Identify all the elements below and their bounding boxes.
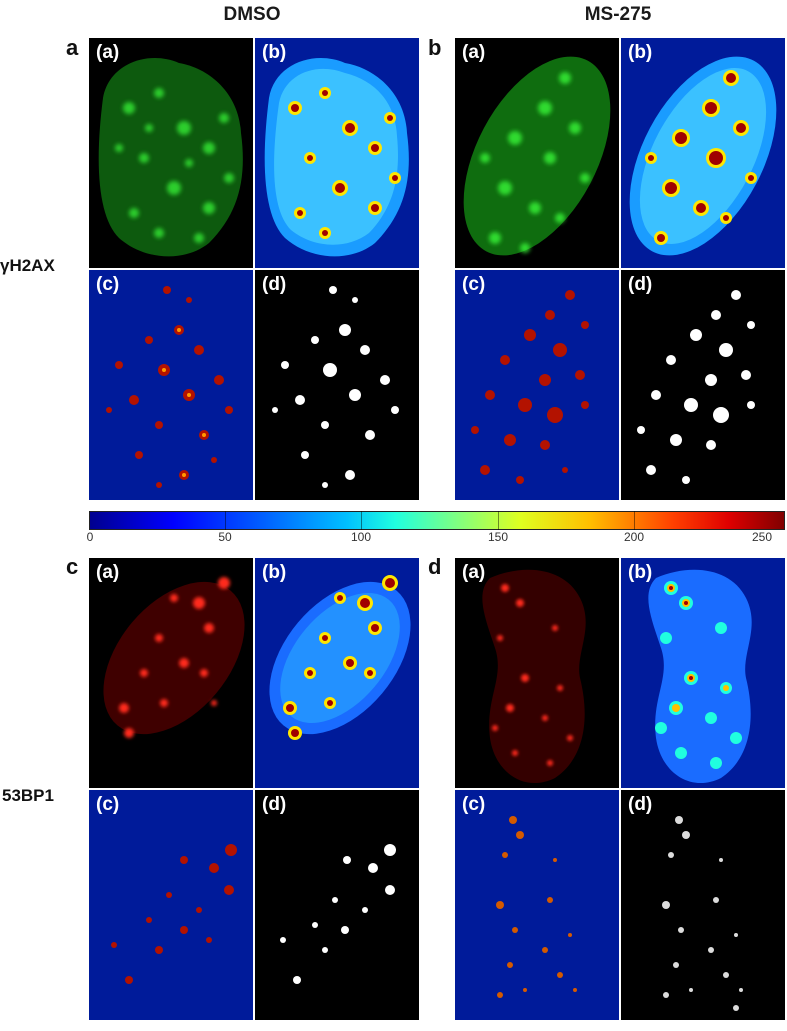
green-nucleus-image — [463, 56, 611, 256]
binary-mask-image — [272, 286, 399, 488]
green-nucleus-image — [98, 58, 243, 257]
heatmap-nucleus-image — [648, 569, 752, 784]
column-heading-dmso: DMSO — [223, 4, 281, 25]
ms275-53bp1-heatmap: (b) — [621, 558, 785, 788]
subpanel-label: (b) — [262, 562, 287, 583]
colorbar-tick-label: 100 — [350, 530, 372, 544]
ms275-gh2ax-raw-image: (a) — [455, 38, 619, 268]
subpanel-label: (d) — [262, 794, 287, 815]
colorbar-tick-label: 50 — [218, 530, 232, 544]
segmented-foci-image — [106, 286, 233, 488]
subpanel-label: (d) — [262, 274, 287, 295]
colorbar-gridline — [361, 511, 362, 530]
dmso-53bp1-binary-mask: (d) — [255, 790, 419, 1020]
colorbar-gridline — [225, 511, 226, 530]
subpanel-label: (a) — [462, 562, 486, 583]
subpanel-label: (b) — [262, 42, 287, 63]
panel-letter-c: c — [66, 554, 79, 579]
panel-letter-a: a — [66, 35, 79, 60]
segmented-foci-image — [496, 816, 577, 998]
colorbar-tick-label: 250 — [751, 530, 773, 544]
heatmap-nucleus-image — [264, 58, 409, 257]
dmso-gh2ax-raw-image: (a) — [89, 38, 253, 268]
subpanel-label: (c) — [96, 274, 120, 295]
segmented-foci-image — [111, 844, 237, 984]
segmented-foci-image — [471, 290, 589, 484]
subpanel-label: (c) — [462, 794, 486, 815]
heatmap-nucleus-image — [629, 56, 777, 256]
column-heading-ms275: MS-275 — [584, 4, 652, 25]
colorbar-tick-label: 0 — [86, 530, 94, 544]
colorbar-gridline — [634, 511, 635, 530]
ms275-gh2ax-foci-segmented: (c) — [455, 270, 619, 500]
dmso-gh2ax-foci-segmented: (c) — [89, 270, 253, 500]
subpanel-label: (d) — [628, 274, 653, 295]
jet-colorbar — [89, 511, 785, 530]
panel-letter-b: b — [428, 35, 442, 60]
ms275-53bp1-raw-image: (a) — [455, 558, 619, 788]
dmso-53bp1-raw-image: (a) — [89, 558, 253, 788]
row-label-53bp1: 53BP1 — [2, 786, 54, 805]
red-nucleus-image — [103, 577, 245, 738]
ms275-gh2ax-heatmap: (b) — [621, 38, 785, 268]
subpanel-label: (b) — [628, 42, 653, 63]
binary-mask-image — [662, 816, 743, 1011]
subpanel-label: (c) — [96, 794, 120, 815]
red-nucleus-image — [482, 569, 586, 784]
subpanel-label: (a) — [96, 42, 120, 63]
row-label-gammah2ax: γH2AX — [0, 256, 55, 275]
binary-mask-image — [280, 844, 396, 984]
subpanel-label: (c) — [462, 274, 486, 295]
panel-letter-d: d — [428, 554, 442, 579]
binary-mask-image — [637, 290, 755, 484]
ms275-53bp1-binary-mask: (d) — [621, 790, 785, 1020]
dmso-53bp1-foci-segmented: (c) — [89, 790, 253, 1020]
dmso-gh2ax-heatmap: (b) — [255, 38, 419, 268]
dmso-gh2ax-binary-mask: (d) — [255, 270, 419, 500]
subpanel-label: (a) — [96, 562, 120, 583]
heatmap-nucleus-image — [269, 575, 411, 740]
colorbar-tick-label: 150 — [487, 530, 509, 544]
colorbar-tick-label: 200 — [623, 530, 645, 544]
subpanel-label: (a) — [462, 42, 486, 63]
subpanel-label: (b) — [628, 562, 653, 583]
dmso-53bp1-heatmap: (b) — [255, 558, 419, 788]
ms275-gh2ax-binary-mask: (d) — [621, 270, 785, 500]
ms275-53bp1-foci-segmented: (c) — [455, 790, 619, 1020]
subpanel-label: (d) — [628, 794, 653, 815]
colorbar-gridline — [498, 511, 499, 530]
